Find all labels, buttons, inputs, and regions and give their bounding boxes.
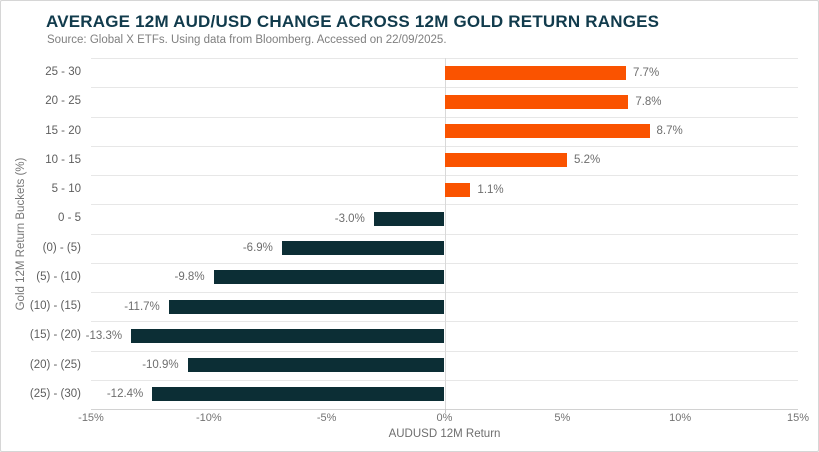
negative-bar (373, 211, 445, 226)
negative-bar (281, 241, 445, 256)
y-axis-title: Gold 12M Return Buckets (%) (15, 157, 27, 311)
x-tick-label: -15% (78, 412, 104, 424)
category-label: 10 - 15 (45, 153, 81, 166)
bar-value-label: 7.7% (632, 66, 660, 79)
category-label: 5 - 10 (51, 183, 81, 195)
positive-bar (444, 153, 568, 168)
negative-bar (131, 328, 445, 343)
bar-value-label: 8.7% (656, 125, 683, 138)
x-tick-label: -5% (316, 412, 337, 424)
category-label: 0 - 5 (57, 212, 81, 225)
zero-baseline (445, 58, 446, 409)
negative-bar (168, 299, 445, 314)
bar-value-label: -9.8% (174, 271, 205, 284)
category-separator-line (91, 262, 798, 264)
bar-value-label: 1.1% (477, 183, 504, 196)
bar-value-label: -3.0% (334, 212, 365, 225)
category-label: (10) - (15) (29, 300, 81, 312)
category-separator-line (91, 58, 798, 59)
bar-value-label: -11.7% (124, 300, 160, 313)
category-label: (20) - (25) (29, 358, 81, 371)
category-separator-line (91, 87, 798, 89)
category-label: 15 - 20 (45, 124, 81, 137)
category-label: (5) - (10) (36, 270, 81, 283)
category-separator-line (91, 204, 798, 206)
category-label: 25 - 30 (45, 66, 81, 78)
chart-source-note: Source: Global X ETFs. Using data from B… (47, 34, 447, 46)
bar-value-label: -12.4% (106, 388, 144, 401)
bar-value-label: -6.9% (242, 242, 273, 255)
positive-bar (444, 65, 626, 80)
category-label: (15) - (20) (29, 329, 81, 342)
bar-value-label: 5.2% (574, 154, 601, 167)
x-tick-label: 15% (786, 412, 810, 424)
zero-tick-mark (445, 409, 446, 413)
x-tick-label: 5% (554, 412, 571, 424)
category-separator-line (91, 292, 798, 293)
negative-bar (152, 387, 445, 402)
positive-bar (444, 94, 629, 109)
chart-title: AVERAGE 12M AUD/USD CHANGE ACROSS 12M GO… (46, 12, 660, 31)
bar-value-label: 7.8% (635, 95, 662, 108)
x-axis-title: AUDUSD 12M Return (388, 428, 501, 440)
category-label: (0) - (5) (42, 241, 81, 254)
x-tick-label: 10% (669, 412, 692, 424)
x-axis-line (91, 409, 798, 410)
x-tick-label: -10% (195, 412, 222, 424)
category-separator-line (91, 116, 798, 118)
category-separator-line (91, 350, 798, 352)
category-separator-line (91, 321, 798, 323)
negative-bar (187, 358, 445, 373)
category-separator-line (91, 233, 798, 235)
category-separator-line (91, 175, 798, 176)
bar-value-label: -10.9% (142, 359, 179, 372)
category-separator-line (91, 379, 798, 381)
x-tick-label: 0% (436, 412, 453, 424)
negative-bar (213, 270, 445, 285)
category-separator-line (91, 145, 798, 147)
positive-bar (444, 124, 650, 139)
category-label: 20 - 25 (45, 95, 81, 108)
category-label: (25) - (30) (29, 387, 81, 400)
bar-value-label: -13.3% (85, 329, 123, 342)
positive-bar (444, 182, 471, 197)
